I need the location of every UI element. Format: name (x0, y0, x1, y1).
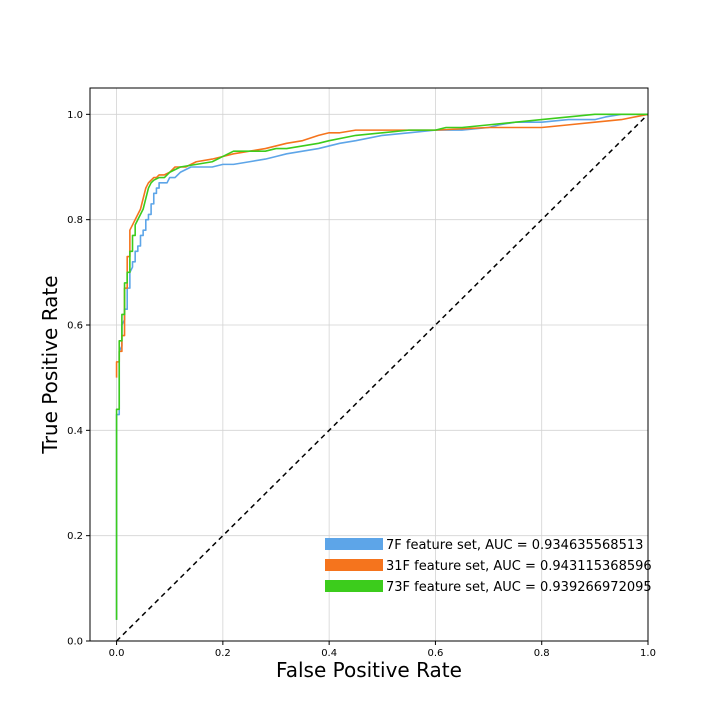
y-axis-title: True Positive Rate (38, 275, 62, 454)
legend-label-3: 73F feature set, AUC = 0.939266972095 (386, 580, 652, 595)
legend-label-1: 7F feature set, AUC = 0.934635568513 (386, 538, 643, 553)
tick-layer: 0.0 0.2 0.4 0.6 0.8 1.0 0.0 0.2 0.4 0.6 0.8 1.0 (67, 110, 656, 659)
y-tick-label: 0.6 (67, 321, 83, 332)
y-tick-label: 0.8 (67, 215, 83, 226)
reference-layer (116, 113, 649, 642)
roc-curve-series-2 (115, 113, 649, 378)
y-tick-label: 0.0 (67, 637, 83, 648)
chance-diagonal-line (116, 113, 649, 642)
x-tick-label: 0.6 (427, 648, 443, 659)
y-tick-label: 0.2 (67, 531, 83, 542)
y-tick-label: 0.4 (67, 426, 83, 437)
x-axis-title: False Positive Rate (276, 658, 462, 682)
legend: 7F feature set, AUC = 0.934635568513 31F … (325, 538, 652, 595)
plot-area-frame (89, 87, 649, 642)
x-tick-label: 0.2 (215, 648, 231, 659)
x-tick-label: 0.4 (321, 648, 337, 659)
legend-swatch-1 (325, 538, 383, 550)
series-layer (115, 113, 649, 620)
roc-curve-series-3 (115, 113, 648, 620)
y-tick-label: 1.0 (67, 110, 83, 121)
x-tick-label: 0.0 (109, 648, 125, 659)
x-tick-label: 1.0 (640, 648, 656, 659)
x-tick-label: 0.8 (534, 648, 550, 659)
legend-swatch-3 (325, 580, 383, 592)
legend-swatch-2 (325, 559, 383, 571)
legend-label-2: 31F feature set, AUC = 0.943115368596 (386, 559, 652, 574)
